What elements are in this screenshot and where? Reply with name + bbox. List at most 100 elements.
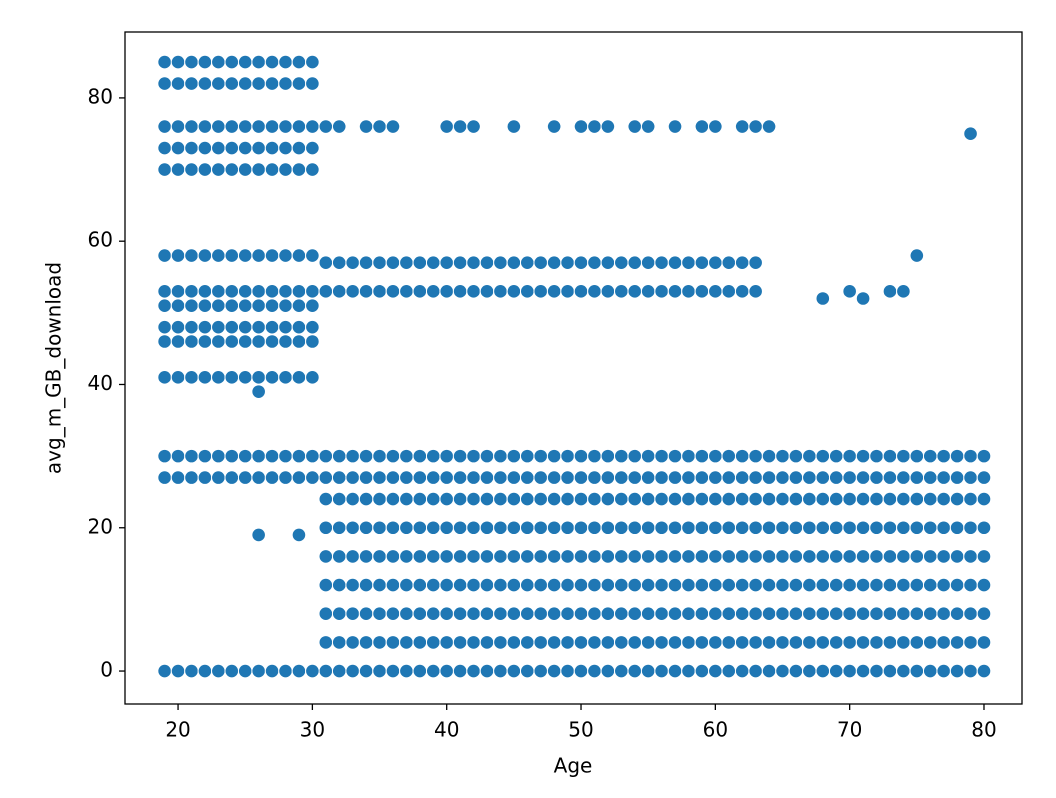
point [922,520,938,536]
point [331,491,347,507]
point [291,370,307,385]
point [318,119,334,134]
point [614,448,629,464]
point [385,549,401,564]
point [828,577,844,593]
point [211,334,226,349]
point [278,140,293,156]
point [506,119,522,134]
point [318,470,334,485]
point [640,470,656,485]
point [452,491,468,507]
point [882,577,898,593]
point [425,606,441,622]
point [291,284,307,299]
point [748,577,763,593]
point [237,370,253,385]
point [372,119,387,134]
point [882,491,898,507]
point [546,448,562,464]
point [600,284,616,299]
point [345,635,360,650]
point [170,54,186,70]
point [573,635,589,650]
y-tick-label: 60 [88,228,113,252]
point [640,520,656,536]
point [708,284,723,299]
point [788,606,804,622]
point [815,549,831,564]
point [708,663,723,679]
point [788,491,804,507]
point [573,119,589,134]
point [318,255,334,270]
point [211,76,226,91]
point [493,663,508,679]
point [305,370,320,385]
point [479,255,495,270]
point [278,370,293,385]
point [869,491,884,507]
point [936,635,951,650]
point [184,76,199,91]
point [264,119,280,134]
point [828,491,844,507]
point [399,491,414,507]
point [922,635,938,650]
point [506,520,522,536]
point [694,448,710,464]
point [466,284,481,299]
point [802,448,817,464]
point [305,663,320,679]
point [842,470,857,485]
y-tick-label: 80 [88,84,113,108]
point [976,491,992,507]
point [963,577,978,593]
point [600,635,616,650]
point [721,448,737,464]
point [560,663,575,679]
point [681,255,696,270]
point [788,635,804,650]
point [372,520,387,536]
point [412,577,428,593]
point [560,635,575,650]
point [667,448,683,464]
point [331,635,347,650]
point [170,119,186,134]
point [318,606,334,622]
point [963,448,978,464]
point [748,119,763,134]
point [157,162,172,177]
point [264,54,280,70]
point [963,126,978,142]
point [211,54,226,70]
point [237,248,253,263]
point [775,520,790,536]
point [425,663,441,679]
point [949,606,965,622]
point [842,448,857,464]
point [775,663,790,679]
point [775,635,790,650]
point [869,577,884,593]
point [466,520,481,536]
point [345,520,360,536]
point [184,448,199,464]
point [828,663,844,679]
point [855,635,871,650]
point [560,470,575,485]
point [560,606,575,622]
point [519,520,535,536]
point [640,255,656,270]
point [251,663,266,679]
point [909,520,925,536]
point [936,520,951,536]
point [788,577,804,593]
point [654,470,669,485]
point [251,162,266,177]
point [237,119,253,134]
point [318,284,334,299]
point [345,606,360,622]
point [600,606,616,622]
